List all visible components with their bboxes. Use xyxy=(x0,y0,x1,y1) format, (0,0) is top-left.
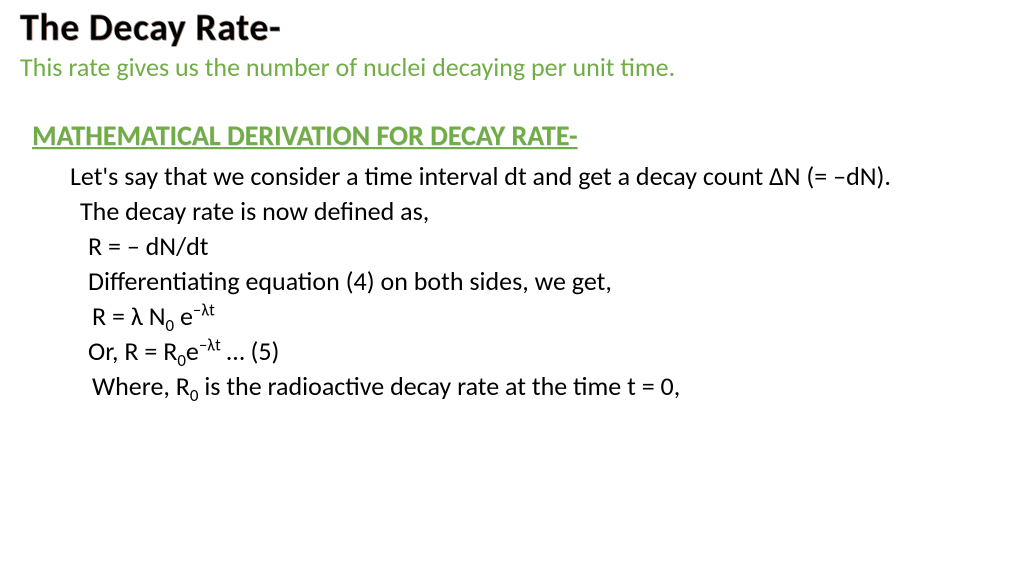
slide-title: The Decay Rate- xyxy=(20,8,1004,50)
body-line-3: R = – dN/dt xyxy=(88,229,1004,264)
eq7-post: is the radioactive decay rate at the tim… xyxy=(198,370,680,402)
eq5-mid: e xyxy=(174,300,193,332)
eq5-sup: –λt xyxy=(193,299,215,320)
eq7-pre: Where, R xyxy=(92,370,190,402)
slide: The Decay Rate- This rate gives us the n… xyxy=(0,0,1024,576)
body-line-6: Or, R = R0e–λt … (5) xyxy=(88,334,1004,369)
eq6-sup: –λt xyxy=(199,334,221,355)
eq6-pre: Or, R = R xyxy=(88,335,177,367)
body-line-1: Let's say that we consider a time interv… xyxy=(70,159,1004,194)
body-line-5: R = λ N0 e–λt xyxy=(92,299,1004,334)
eq5-sub: 0 xyxy=(166,315,175,336)
body-line-4: Differentiating equation (4) on both sid… xyxy=(88,264,1004,299)
eq6-post: … (5) xyxy=(221,335,280,367)
slide-subtitle: This rate gives us the number of nuclei … xyxy=(20,52,1004,83)
eq6-sub: 0 xyxy=(177,350,186,371)
body-line-2: The decay rate is now defined as, xyxy=(80,194,1004,229)
body-line-7: Where, R0 is the radioactive decay rate … xyxy=(92,369,1004,404)
eq6-mid: e xyxy=(186,335,199,367)
section-heading: MATHEMATICAL DERIVATION FOR DECAY RATE- xyxy=(32,119,1004,153)
eq5-pre: R = λ N xyxy=(92,300,166,332)
